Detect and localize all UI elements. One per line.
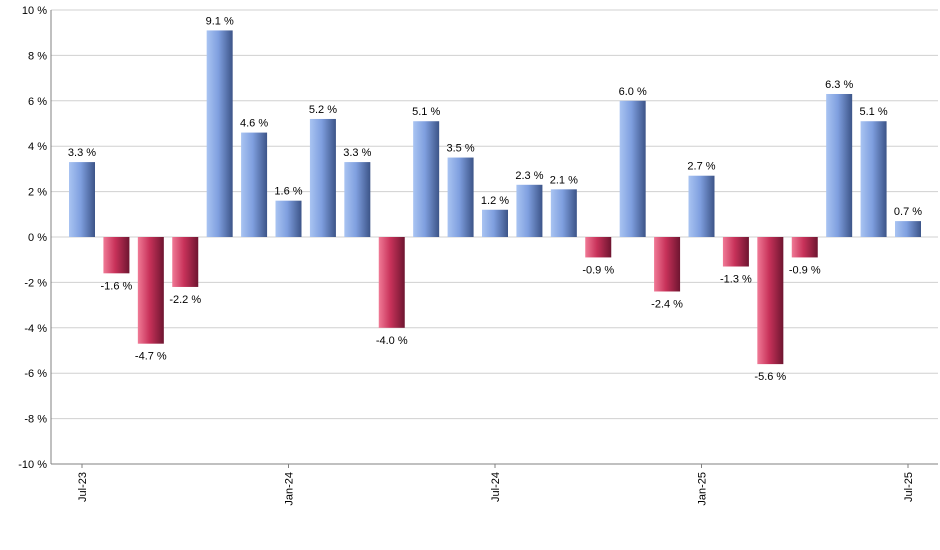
x-tick-label: Jan-25 <box>697 472 709 506</box>
bar-Oct-23 <box>172 237 199 287</box>
data-label: 2.7 % <box>687 161 715 173</box>
data-label: 3.5 % <box>447 143 475 155</box>
data-label: -1.6 % <box>101 280 133 292</box>
bar-Dec-24 <box>654 237 681 292</box>
y-axis-tick-labels: -10 % -8 % -6 % -4 % -2 % 0 % 2 % 4 % 6 % 8 % 10 % <box>18 5 47 471</box>
data-label: -4.0 % <box>376 335 408 347</box>
bar-Mar-25 <box>757 237 784 365</box>
bar-Mar-24 <box>344 162 371 237</box>
data-label: 3.3 % <box>68 147 96 159</box>
bar-Jun-24 <box>447 157 474 237</box>
data-label: -2.2 % <box>169 294 201 306</box>
bar-Feb-24 <box>309 118 336 237</box>
bar-Sep-24 <box>550 189 577 237</box>
y-tick-label: 0 % <box>28 232 47 244</box>
bar-Nov-23 <box>206 30 233 238</box>
bars <box>69 30 921 365</box>
bar-Jul-24 <box>482 209 508 237</box>
bar-Jul-25 <box>895 221 921 237</box>
x-tick-label: Jul-25 <box>903 472 915 502</box>
data-label: 1.2 % <box>481 195 509 207</box>
y-tick-label: -8 % <box>24 414 47 426</box>
data-label: 6.0 % <box>619 86 647 98</box>
x-tick-label: Jul-23 <box>77 472 89 502</box>
bar-Jun-25 <box>860 121 887 237</box>
x-tick-label: Jan-24 <box>284 472 296 506</box>
bar-Feb-25 <box>722 237 749 267</box>
data-label: -5.6 % <box>754 371 786 383</box>
y-tick-label: 4 % <box>28 141 47 153</box>
data-label: 6.3 % <box>825 79 853 91</box>
bar-May-25 <box>826 93 853 238</box>
y-tick-label: -10 % <box>18 459 47 471</box>
y-tick-label: 6 % <box>28 96 47 108</box>
data-label: 2.3 % <box>515 170 543 182</box>
bar-Dec-23 <box>241 132 268 237</box>
bar-Apr-24 <box>378 237 405 328</box>
data-label: 0.7 % <box>894 206 922 218</box>
y-tick-label: 10 % <box>22 5 47 17</box>
data-label: -0.9 % <box>582 264 614 276</box>
y-tick-label: -4 % <box>24 323 47 335</box>
y-tick-label: 8 % <box>28 50 47 62</box>
data-label: 4.6 % <box>240 118 268 130</box>
data-label: 5.2 % <box>309 104 337 116</box>
bar-Sep-23 <box>137 237 164 344</box>
data-label: 2.1 % <box>550 174 578 186</box>
y-tick-label: -2 % <box>24 277 47 289</box>
y-tick-label: 2 % <box>28 187 47 199</box>
data-label: 9.1 % <box>206 15 234 27</box>
data-label: 5.1 % <box>412 106 440 118</box>
bar-Nov-24 <box>619 100 646 237</box>
data-label: 3.3 % <box>343 147 371 159</box>
bar-Apr-25 <box>791 237 818 258</box>
data-label: -2.4 % <box>651 298 683 310</box>
x-axis-tick-labels: Jul-23 Jan-24 Jul-24 Jan-25 Jul-25 <box>77 464 915 506</box>
bar-Jan-25 <box>688 175 715 237</box>
bar-Jan-24 <box>275 200 302 237</box>
data-label: -4.7 % <box>135 351 167 363</box>
data-label: 5.1 % <box>860 106 888 118</box>
bar-Aug-23 <box>103 237 130 274</box>
bar-May-24 <box>413 121 440 237</box>
data-label: -1.3 % <box>720 274 752 286</box>
data-label: 1.6 % <box>274 186 302 198</box>
data-label: -0.9 % <box>789 264 821 276</box>
bar-Aug-24 <box>516 184 543 237</box>
data-labels: 3.3 % -1.6 % -4.7 % -2.2 % 9.1 % 4.6 % 1.6 % 5.… <box>68 15 922 383</box>
bar-Oct-24 <box>585 237 612 258</box>
bar-Jul-23 <box>69 162 95 237</box>
y-tick-label: -6 % <box>24 368 47 380</box>
x-tick-label: Jul-24 <box>490 472 502 502</box>
